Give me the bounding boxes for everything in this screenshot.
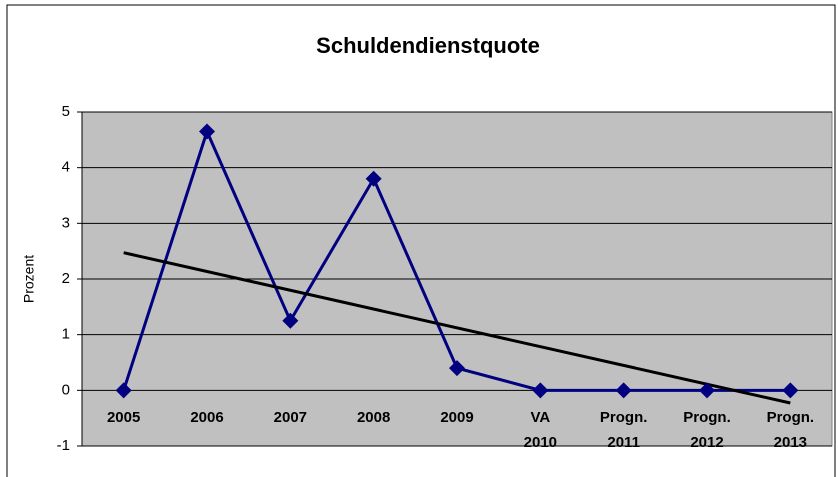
data-point bbox=[365, 170, 382, 187]
trendline bbox=[123, 251, 791, 405]
x-tick-label: 2008 bbox=[356, 409, 391, 426]
x-tick-label: Progn. 2013 bbox=[766, 409, 815, 451]
data-point bbox=[782, 382, 799, 399]
data-point bbox=[282, 312, 299, 329]
y-tick-label: 5 bbox=[62, 103, 70, 120]
y-tick-label: 4 bbox=[62, 159, 70, 176]
x-tick-label: 2009 bbox=[440, 409, 474, 426]
data-point bbox=[115, 382, 132, 399]
data-point bbox=[532, 382, 549, 399]
data-point bbox=[699, 382, 715, 399]
x-tick-label: Progn. 2012 bbox=[683, 409, 731, 451]
x-tick-label: 2005 bbox=[106, 409, 141, 426]
chart-title: Schuldendienstquote bbox=[316, 33, 540, 58]
x-tick-label: 2006 bbox=[190, 409, 224, 426]
data-point bbox=[615, 382, 632, 399]
y-tick-label: 3 bbox=[62, 214, 70, 231]
y-tick-label: 0 bbox=[62, 381, 70, 398]
y-tick-label: 2 bbox=[62, 270, 70, 287]
x-tick-label: Progn. 2011 bbox=[599, 409, 648, 451]
data-point bbox=[199, 123, 215, 140]
data-point bbox=[449, 360, 465, 377]
y-tick-label: -1 bbox=[57, 437, 70, 454]
y-tick-label: 1 bbox=[62, 326, 70, 343]
y-axis-label: Prozent bbox=[21, 255, 37, 303]
x-tick-label: 2007 bbox=[273, 409, 308, 426]
x-tick-label: VA 2010 bbox=[523, 409, 558, 451]
